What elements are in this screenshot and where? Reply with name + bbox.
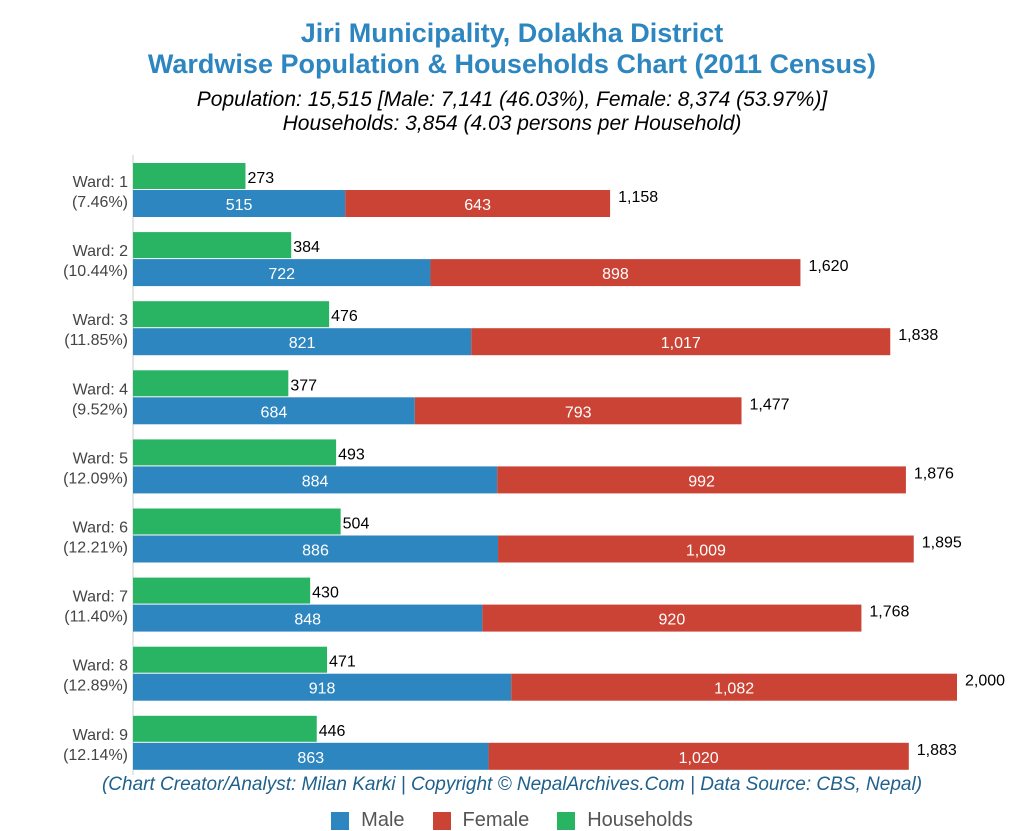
ward-label: Ward: 7 bbox=[73, 589, 129, 606]
households-bar bbox=[133, 715, 317, 742]
female-value-label: 1,009 bbox=[686, 543, 726, 560]
female-bar bbox=[414, 397, 742, 425]
male-value-label: 886 bbox=[302, 543, 329, 560]
male-bar bbox=[133, 604, 483, 632]
legend-label: Male bbox=[361, 809, 405, 831]
ward-percent-label: (9.52%) bbox=[72, 401, 128, 418]
ward-label: Ward: 4 bbox=[73, 381, 129, 398]
households-bar bbox=[133, 439, 337, 466]
households-bar bbox=[133, 301, 330, 328]
total-value-label: 1,620 bbox=[808, 258, 848, 275]
ward-label: Ward: 9 bbox=[73, 727, 129, 744]
male-value-label: 515 bbox=[226, 197, 253, 214]
ward-label: Ward: 8 bbox=[73, 658, 129, 675]
total-value-label: 1,838 bbox=[898, 327, 938, 344]
legend-swatch-households bbox=[557, 811, 576, 830]
male-bar bbox=[133, 259, 431, 287]
legend-swatch-female bbox=[432, 811, 451, 830]
female-value-label: 920 bbox=[659, 612, 686, 629]
chart-title: Jiri Municipality, Dolakha District bbox=[300, 18, 724, 48]
male-bar bbox=[133, 742, 489, 770]
male-value-label: 848 bbox=[294, 612, 321, 629]
total-value-label: 1,876 bbox=[914, 465, 954, 482]
female-bar bbox=[511, 673, 957, 701]
male-value-label: 884 bbox=[302, 473, 329, 490]
legend-item-female[interactable]: Female bbox=[432, 809, 530, 831]
ward-percent-label: (12.09%) bbox=[63, 470, 128, 487]
total-value-label: 1,895 bbox=[922, 535, 962, 552]
legend-label: Households bbox=[587, 809, 693, 831]
legend: Male Female Households bbox=[0, 809, 1024, 831]
households-bar bbox=[133, 508, 341, 535]
legend-item-households[interactable]: Households bbox=[557, 809, 693, 831]
female-value-label: 643 bbox=[464, 197, 491, 214]
households-value-label: 384 bbox=[293, 239, 320, 256]
ward-percent-label: (12.89%) bbox=[63, 678, 128, 695]
female-value-label: 898 bbox=[602, 266, 629, 283]
ward-percent-label: (11.40%) bbox=[64, 609, 128, 626]
female-value-label: 1,082 bbox=[714, 681, 754, 698]
male-value-label: 918 bbox=[309, 681, 336, 698]
male-value-label: 863 bbox=[297, 750, 324, 767]
female-bar bbox=[488, 742, 909, 770]
legend-swatch-male bbox=[331, 811, 350, 830]
credit-text: (Chart Creator/Analyst: Milan Karki | Co… bbox=[101, 774, 923, 795]
male-value-label: 684 bbox=[261, 404, 288, 421]
male-bar bbox=[133, 466, 498, 494]
male-value-label: 821 bbox=[289, 335, 316, 352]
female-bar bbox=[430, 259, 801, 287]
ward-percent-label: (11.85%) bbox=[64, 332, 128, 349]
ward-percent-label: (12.21%) bbox=[63, 540, 128, 557]
ward-percent-label: (7.46%) bbox=[72, 194, 128, 211]
female-bar bbox=[498, 535, 914, 563]
female-bar bbox=[482, 604, 862, 632]
male-value-label: 722 bbox=[268, 266, 295, 283]
ward-label: Ward: 2 bbox=[73, 243, 129, 260]
male-bar bbox=[133, 397, 415, 425]
legend-label: Female bbox=[462, 809, 530, 831]
households-bar bbox=[133, 646, 328, 673]
ward-label: Ward: 5 bbox=[73, 450, 129, 467]
female-value-label: 1,020 bbox=[679, 750, 719, 767]
female-value-label: 1,017 bbox=[661, 335, 701, 352]
female-bar bbox=[345, 190, 611, 217]
households-value-label: 430 bbox=[312, 585, 339, 602]
ward-label: Ward: 3 bbox=[73, 312, 129, 329]
households-value-label: 377 bbox=[290, 377, 317, 394]
ward-label: Ward: 1 bbox=[73, 174, 129, 191]
chart-subtitle-line2: Households: 3,854 (4.03 persons per Hous… bbox=[282, 112, 742, 135]
households-bar bbox=[133, 370, 289, 397]
total-value-label: 1,768 bbox=[869, 604, 909, 621]
total-value-label: 1,883 bbox=[917, 742, 957, 759]
chart-subtitle: Population: 15,515 [Male: 7,141 (46.03%)… bbox=[196, 88, 828, 111]
households-bar bbox=[133, 163, 246, 189]
households-bar bbox=[133, 232, 292, 259]
households-bar bbox=[133, 577, 311, 604]
households-value-label: 493 bbox=[338, 446, 365, 463]
ward-percent-label: (12.14%) bbox=[63, 747, 128, 764]
male-bar bbox=[133, 535, 499, 563]
female-value-label: 793 bbox=[565, 404, 592, 421]
households-value-label: 273 bbox=[247, 170, 274, 187]
female-value-label: 992 bbox=[688, 473, 715, 490]
ward-label: Ward: 6 bbox=[73, 520, 129, 537]
total-value-label: 1,477 bbox=[750, 396, 790, 413]
chart-title-line2: Wardwise Population & Households Chart (… bbox=[147, 49, 877, 79]
households-value-label: 446 bbox=[319, 723, 346, 740]
households-value-label: 471 bbox=[329, 654, 356, 671]
ward-percent-label: (10.44%) bbox=[63, 263, 128, 280]
female-bar bbox=[497, 466, 906, 494]
male-bar bbox=[133, 673, 512, 701]
total-value-label: 1,158 bbox=[618, 189, 658, 206]
total-value-label: 2,000 bbox=[965, 673, 1005, 690]
male-bar bbox=[133, 190, 346, 217]
households-value-label: 504 bbox=[343, 516, 370, 533]
legend-item-male[interactable]: Male bbox=[331, 809, 405, 831]
households-value-label: 476 bbox=[331, 308, 358, 325]
female-bar bbox=[471, 328, 891, 356]
male-bar bbox=[133, 328, 472, 356]
